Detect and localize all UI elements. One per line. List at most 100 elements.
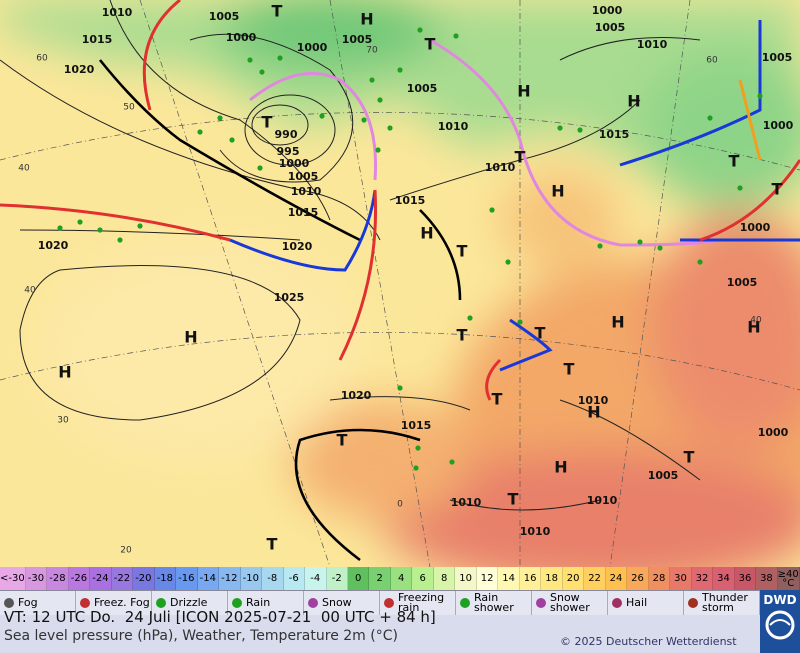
- legend-icon: [688, 598, 698, 608]
- pressure-label: 1010: [438, 120, 469, 133]
- scale-cell: -18: [154, 567, 177, 590]
- pressure-system: H: [587, 403, 600, 422]
- pressure-label: 1005: [727, 276, 758, 289]
- pressure-system: T: [508, 490, 519, 509]
- copyright: © 2025 Deutscher Wetterdienst: [560, 635, 737, 648]
- scale-cell: ≥40 °C: [777, 567, 800, 590]
- pressure-system: H: [420, 224, 433, 243]
- precipitation-symbol: [397, 385, 403, 391]
- weather-legend: Fog Freez. Fog Drizzle Rain Snow Freezing rai…: [0, 590, 760, 615]
- pressure-system: T: [564, 360, 575, 379]
- legend-item: Hail: [608, 591, 684, 615]
- legend-icon: [536, 598, 546, 608]
- precipitation-symbol: [417, 27, 423, 33]
- legend-label: Freezing rain: [398, 591, 445, 614]
- scale-cell: 32: [691, 567, 714, 590]
- pressure-label: 1010: [587, 494, 618, 507]
- legend-icon: [612, 598, 622, 608]
- isobars: [0, 0, 701, 511]
- legend-item: Drizzle: [152, 591, 228, 615]
- scale-cell: 38: [756, 567, 778, 590]
- pressure-label: 1000: [592, 4, 623, 17]
- precipitation-symbol: [757, 93, 763, 99]
- pressure-system: H: [184, 328, 197, 347]
- pressure-label: 1000: [297, 41, 328, 54]
- scale-cell: -24: [90, 567, 112, 590]
- scale-cell: 16: [519, 567, 542, 590]
- pressure-system: T: [272, 2, 283, 21]
- pressure-system: T: [684, 448, 695, 467]
- pressure-system: H: [58, 363, 71, 382]
- isotherm-label: 0: [397, 500, 403, 510]
- legend-label: Snow: [322, 596, 352, 609]
- legend-icon: [308, 598, 318, 608]
- pressure-label: 990: [275, 128, 298, 141]
- pressure-label: 1010: [520, 525, 551, 538]
- legend-icon: [80, 598, 90, 608]
- legend-icon: [4, 598, 14, 608]
- precipitation-symbol: [137, 223, 143, 229]
- scale-cell: 2: [369, 567, 391, 590]
- scale-cell: 4: [390, 567, 413, 590]
- scale-cell: 0: [347, 567, 370, 590]
- precipitation-symbol: [505, 259, 511, 265]
- legend-label: Thunder storm: [702, 591, 748, 614]
- isotherm-label: 40: [24, 286, 36, 296]
- precipitation-symbol: [707, 115, 713, 121]
- isotherm-label: 70: [366, 46, 378, 56]
- precipitation-symbol: [397, 67, 403, 73]
- legend-icon: [156, 598, 166, 608]
- legend-label: Fog: [18, 596, 38, 609]
- scale-cell: 24: [605, 567, 628, 590]
- pressure-label: 1010: [578, 394, 609, 407]
- pressure-system: T: [267, 535, 278, 554]
- pressure-label: 1000: [279, 157, 310, 170]
- precipitation-symbol: [77, 219, 83, 225]
- pressure-system: T: [262, 113, 273, 132]
- precipitation-symbol: [415, 445, 421, 451]
- precipitation-symbol: [577, 127, 583, 133]
- scale-cell: 34: [713, 567, 735, 590]
- precipitation-symbol: [453, 33, 459, 39]
- legend-item: Rain: [228, 591, 304, 615]
- pressure-label: 1005: [762, 51, 793, 64]
- pressure-system: T: [772, 180, 783, 199]
- pressure-system: T: [457, 242, 468, 261]
- isotherm-label: 50: [123, 103, 135, 113]
- precipitation-symbol: [319, 113, 325, 119]
- pressure-label: 1020: [341, 389, 372, 402]
- scale-cell: -4: [305, 567, 327, 590]
- fronts: [0, 0, 800, 401]
- pressure-label: 1000: [226, 31, 257, 44]
- pressure-system: T: [425, 35, 436, 54]
- scale-cell: -26: [68, 567, 91, 590]
- scale-cell: -14: [197, 567, 220, 590]
- main-isobars: [98, 59, 462, 562]
- pressure-label: 1005: [288, 170, 319, 183]
- pressure-label: 1000: [758, 426, 789, 439]
- isotherm-label: 30: [57, 416, 69, 426]
- legend-item: Freezing rain: [380, 591, 456, 615]
- logo-text: DWD: [763, 593, 797, 607]
- precipitation-symbol: [375, 147, 381, 153]
- temperature-field: [0, 0, 800, 567]
- legend-label: Rain shower: [474, 591, 514, 614]
- isotherm-label: 40: [750, 316, 762, 326]
- valid-time: VT: 12 UTC Do. 24 Juli [ICON 2025-07-21 …: [4, 608, 436, 626]
- precipitation-symbol: [467, 315, 473, 321]
- scale-cell: 10: [455, 567, 477, 590]
- pressure-label: 1020: [282, 240, 313, 253]
- scale-cell: -16: [176, 567, 198, 590]
- legend-icon: [232, 598, 242, 608]
- precipitation-symbol: [97, 227, 103, 233]
- scale-cell: -28: [47, 567, 69, 590]
- pressure-system: T: [492, 390, 503, 409]
- scale-cell: -6: [283, 567, 306, 590]
- scale-cell: -2: [326, 567, 348, 590]
- precipitation-symbol: [259, 69, 265, 75]
- pressure-label: 1020: [38, 239, 69, 252]
- pressure-label: 1015: [395, 194, 426, 207]
- scale-cell: 12: [476, 567, 499, 590]
